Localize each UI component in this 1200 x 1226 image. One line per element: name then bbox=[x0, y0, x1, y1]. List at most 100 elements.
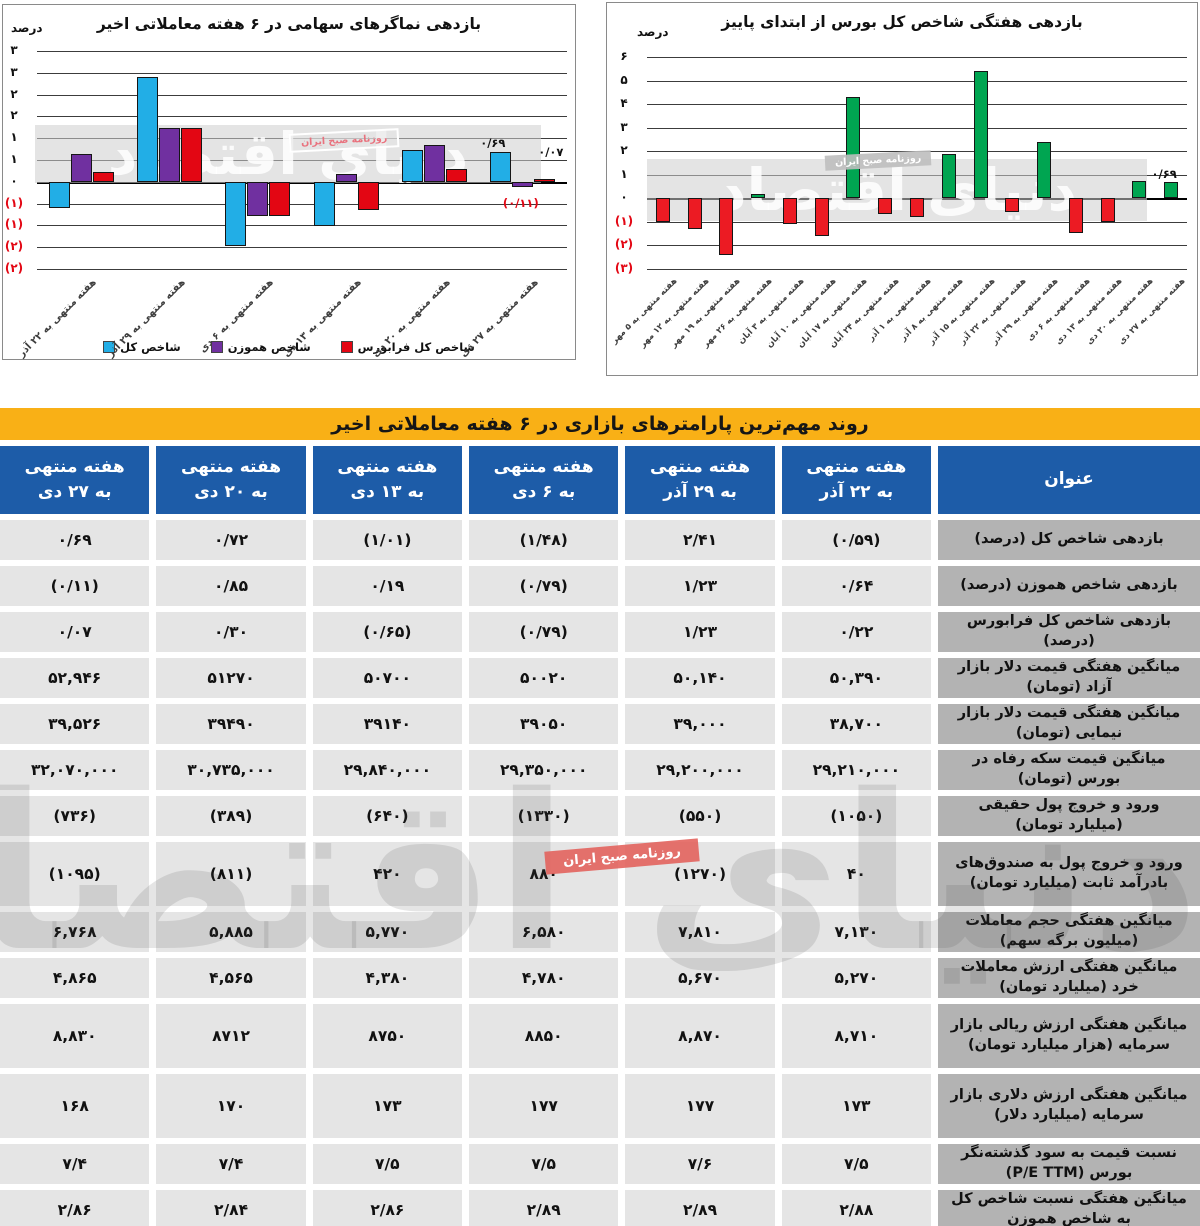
value-cell-r7-w5: (۳۸۹) bbox=[156, 796, 306, 836]
bar bbox=[846, 97, 861, 199]
gridline bbox=[647, 245, 1187, 247]
cell-value: ۸۸۰ bbox=[529, 865, 558, 883]
value-cell-r4-w1: ۵۰,۳۹۰ bbox=[781, 658, 931, 698]
value-cell-r13-w1: ۷/۵ bbox=[781, 1144, 931, 1184]
header-cell-week-6: هفته منتهی به ۲۷ دی bbox=[0, 446, 150, 514]
bar bbox=[181, 128, 202, 182]
value-cell-r6-w4: ۲۹,۸۴۰,۰۰۰ bbox=[312, 750, 463, 790]
value-cell-r7-w4: (۶۴۰) bbox=[312, 796, 463, 836]
table-row: بازدهی شاخص هموزن (درصد) ۰/۶۴ ۱/۲۳ (۰/۷۹) ۰/… bbox=[0, 566, 1200, 606]
table-row: میانگین هفتگی ارزش دلاری بازار سرمایه (م… bbox=[0, 1074, 1200, 1138]
value-cell-r8-w1: ۴۰ bbox=[781, 842, 931, 906]
value-cell-r6-w5: ۳۰,۷۳۵,۰۰۰ bbox=[156, 750, 306, 790]
cell-value: ۲۹,۲۱۰,۰۰۰ bbox=[812, 761, 901, 779]
cell-value: ۲/۸۶ bbox=[370, 1201, 405, 1219]
y-axis-unit-label: درصد bbox=[11, 21, 43, 35]
bar bbox=[687, 198, 702, 229]
cell-value: ۶,۷۶۸ bbox=[52, 923, 97, 941]
cell-value: ۴۰ bbox=[846, 865, 866, 883]
value-cell-r8-w3: ۸۸۰ bbox=[469, 842, 619, 906]
table-row: میانگین قیمت سکه رفاه در بورس (تومان) ۲۹,… bbox=[0, 750, 1200, 790]
value-cell-r7-w2: (۵۵۰) bbox=[625, 796, 775, 836]
gridline bbox=[647, 221, 1187, 223]
cell-value: ۱۷۰ bbox=[216, 1097, 246, 1115]
value-cell-r9-w3: ۶,۵۸۰ bbox=[469, 912, 619, 952]
cell-value: ۷/۴ bbox=[62, 1155, 87, 1173]
bar bbox=[941, 153, 956, 199]
value-cell-r2-w5: ۰/۸۵ bbox=[156, 566, 306, 606]
cell-value: ۴,۳۸۰ bbox=[365, 969, 410, 987]
y-tick-label: (۱) bbox=[614, 213, 634, 228]
value-cell-r4-w2: ۵۰,۱۴۰ bbox=[625, 658, 775, 698]
row-label-text: میانگین هفتگی قیمت دلار بازار نیمایی (تو… bbox=[957, 705, 1181, 741]
value-cell-r3-w4: (۰/۶۵) bbox=[312, 612, 463, 652]
value-cell-r11-w3: ۸۸۵۰ bbox=[469, 1004, 619, 1068]
legend-swatch bbox=[103, 341, 116, 353]
chart-title: بازدهی هفتگی شاخص کل بورس از ابتدای پایی… bbox=[721, 13, 1083, 31]
bar bbox=[424, 144, 445, 182]
legend-label: شاخص کل فرابورس bbox=[357, 340, 475, 354]
cell-value: ۱/۲۳ bbox=[682, 577, 718, 595]
value-cell-r3-w2: ۱/۲۳ bbox=[625, 612, 775, 652]
chart-title: بازدهی نماگرهای سهامی در ۶ هفته معاملاتی… bbox=[96, 15, 482, 33]
row-label-cell: میانگین هفتگی ارزش دلاری بازار سرمایه (م… bbox=[938, 1074, 1200, 1138]
value-cell-r10-w2: ۵,۶۷۰ bbox=[625, 958, 775, 998]
row-label-text: میانگین هفتگی ارزش ریالی بازار سرمایه (ه… bbox=[950, 1017, 1188, 1053]
cell-value: ۵۰۷۰۰ bbox=[363, 669, 411, 687]
bar bbox=[1132, 181, 1147, 199]
header-title-text: عنوان bbox=[1044, 469, 1094, 490]
value-cell-r4-w4: ۵۰۷۰۰ bbox=[312, 658, 463, 698]
header-week-line2: به ۲۷ دی bbox=[37, 482, 112, 502]
row-label-cell: بازدهی شاخص کل فرابورس (درصد) bbox=[938, 612, 1200, 652]
header-week-line1: هفته منتهی bbox=[650, 456, 751, 477]
header-week-line2: به ۲۹ آذر bbox=[663, 482, 737, 502]
bar bbox=[48, 181, 70, 208]
value-cell-r3-w1: ۰/۲۲ bbox=[781, 612, 931, 652]
cell-value: ۳۹۰۵۰ bbox=[520, 715, 568, 733]
legend-item-شاخص کل: شاخص کل bbox=[103, 340, 181, 354]
cell-value: ۸۷۱۲ bbox=[212, 1027, 250, 1045]
header-week-line1: هفته منتهی bbox=[337, 456, 438, 477]
header-week-line2: به ۶ دی bbox=[512, 482, 576, 502]
cell-value: ۵,۲۷۰ bbox=[834, 969, 879, 987]
value-cell-r4-w6: ۵۲,۹۴۶ bbox=[0, 658, 150, 698]
row-label-cell: میانگین قیمت سکه رفاه در بورس (تومان) bbox=[938, 750, 1200, 790]
bar bbox=[313, 181, 335, 226]
y-tick-label: ۲ bbox=[10, 108, 18, 123]
value-cell-r14-w3: ۲/۸۹ bbox=[469, 1190, 619, 1226]
value-cell-r7-w3: (۱۳۳۰) bbox=[469, 796, 619, 836]
cell-value: ۸,۸۳۰ bbox=[52, 1027, 97, 1045]
value-cell-r10-w4: ۴,۳۸۰ bbox=[312, 958, 463, 998]
row-label-cell: میانگین هفتگی حجم معاملات (میلیون برگه س… bbox=[938, 912, 1200, 952]
cell-value: ۷/۵ bbox=[531, 1155, 556, 1173]
bar bbox=[782, 198, 797, 225]
value-cell-r2-w6: (۰/۱۱) bbox=[0, 566, 150, 606]
gridline bbox=[647, 57, 1187, 58]
cell-value: ۰/۰۷ bbox=[57, 623, 92, 641]
gridline bbox=[37, 94, 567, 96]
cell-value: ۵۱۲۷۰ bbox=[207, 669, 255, 687]
value-cell-r13-w3: ۷/۵ bbox=[469, 1144, 619, 1184]
cell-value: (۰/۱۱) bbox=[50, 577, 99, 595]
bar bbox=[1068, 198, 1083, 234]
table-row: ورود و خروج پول به صندوق‌های بادرآمد ثاب… bbox=[0, 842, 1200, 906]
cell-value: ۶,۵۸۰ bbox=[521, 923, 566, 941]
cell-value: ۰/۸۵ bbox=[213, 577, 249, 595]
cell-value: ۲/۸۶ bbox=[57, 1201, 92, 1219]
cell-value: (۰/۷۹) bbox=[519, 623, 568, 641]
bar bbox=[512, 181, 534, 187]
y-tick-label: (۲) bbox=[4, 261, 24, 275]
y-tick-label: ۰ bbox=[10, 173, 18, 188]
cell-value: ۲۹,۲۰۰,۰۰۰ bbox=[656, 761, 744, 779]
cell-value: ۲/۸۹ bbox=[682, 1201, 718, 1219]
bar bbox=[402, 150, 423, 182]
bar bbox=[1164, 182, 1179, 199]
value-cell-r13-w2: ۷/۶ bbox=[625, 1144, 775, 1184]
gridline bbox=[37, 51, 567, 52]
gridline bbox=[37, 225, 567, 227]
cell-value: ۱/۲۳ bbox=[682, 623, 718, 641]
bar bbox=[814, 198, 829, 237]
value-cell-r11-w1: ۸,۷۱۰ bbox=[781, 1004, 931, 1068]
table-row: میانگین هفتگی قیمت دلار بازار نیمایی (تو… bbox=[0, 704, 1200, 744]
